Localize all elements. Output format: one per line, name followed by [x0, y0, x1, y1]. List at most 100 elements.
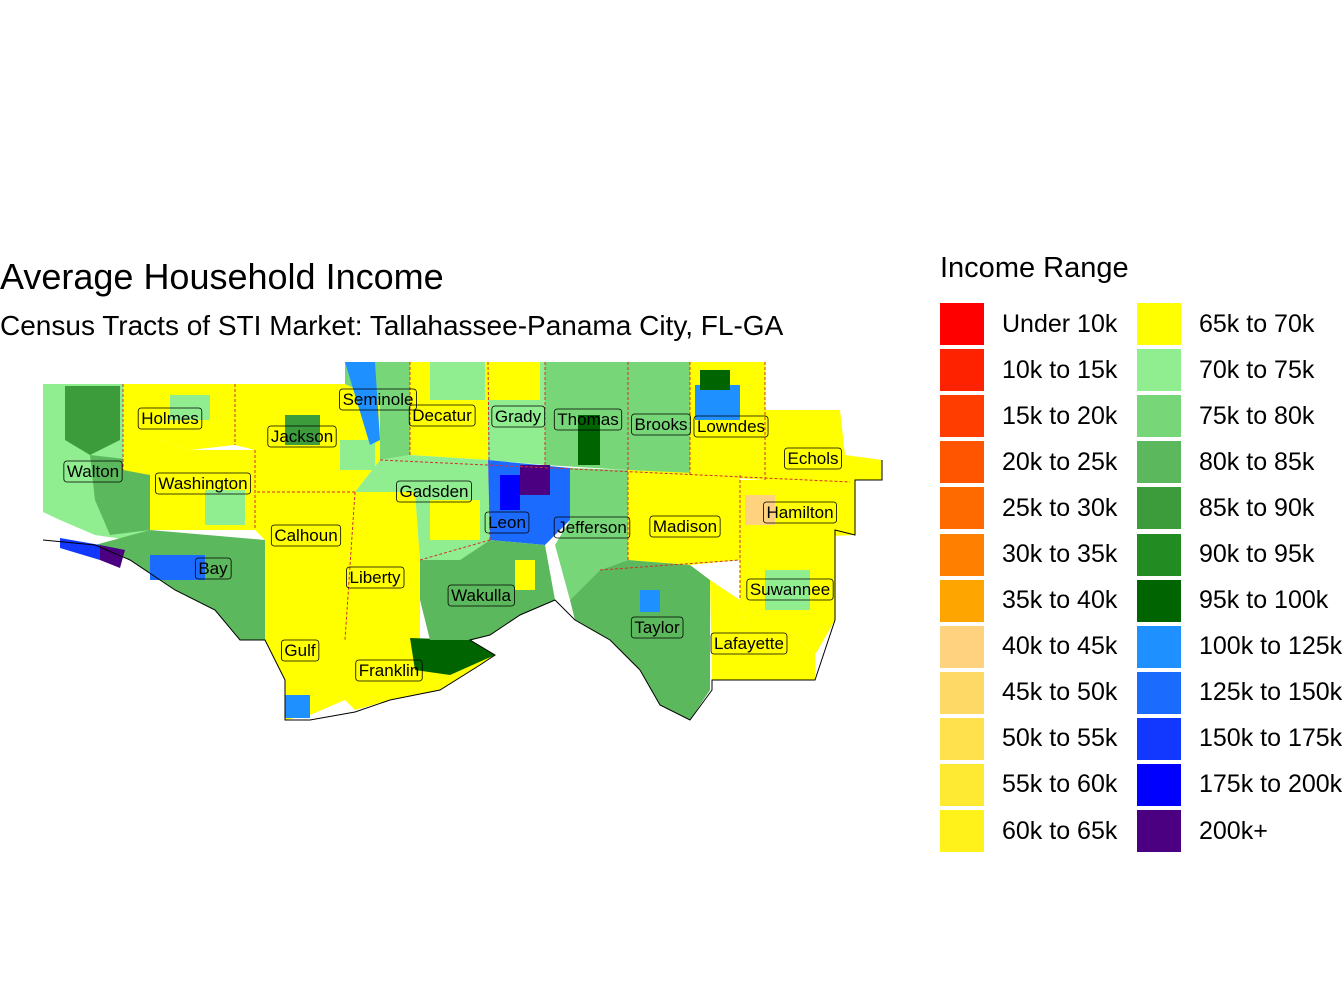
county-label-text: Franklin — [359, 661, 419, 680]
legend-item: 65k to 70k — [1137, 301, 1342, 347]
tract-jackson-b — [340, 440, 375, 470]
tract-walton-b — [90, 455, 150, 535]
legend-label: 75k to 80k — [1199, 401, 1315, 430]
county-label: Madison — [649, 515, 721, 538]
county-label-box — [630, 616, 684, 639]
county-label-text: Hamilton — [766, 503, 833, 522]
county-label: Seminole — [339, 388, 417, 411]
county-label: Hamilton — [763, 501, 837, 524]
county-label: Jefferson — [553, 516, 631, 539]
county-label-box — [339, 388, 417, 411]
county-label-box — [281, 639, 320, 662]
legend-swatch — [940, 395, 984, 438]
county-label: Suwannee — [746, 578, 834, 601]
county-label-box — [355, 659, 423, 682]
tract-gulf-a — [285, 695, 310, 718]
legend-swatch — [1137, 349, 1181, 392]
legend-label: 95k to 100k — [1199, 586, 1329, 615]
legend-item: 30k to 35k — [940, 531, 1117, 577]
region-calhoun — [255, 492, 355, 590]
county-label: Thomas — [553, 408, 623, 431]
county-label: Gulf — [281, 639, 320, 662]
tract-leon-b — [500, 475, 520, 510]
county-borders — [122, 361, 851, 641]
legend-swatch — [940, 533, 984, 576]
legend-swatch — [940, 625, 984, 668]
legend-item: 95k to 100k — [1137, 578, 1342, 624]
region-taylor — [570, 560, 710, 720]
county-label: Calhoun — [270, 524, 342, 547]
legend-item: 55k to 60k — [940, 762, 1117, 808]
county-label-text: Lafayette — [714, 634, 784, 653]
county-label-text: Liberty — [349, 568, 401, 587]
legend-swatch — [940, 441, 984, 484]
county-label: Brooks — [631, 413, 691, 436]
county-label-text: Suwannee — [750, 580, 830, 599]
legend-label: 100k to 125k — [1199, 632, 1343, 661]
county-label-text: Bay — [198, 559, 228, 578]
legend-item: 40k to 45k — [940, 624, 1117, 670]
coastline — [42, 460, 883, 721]
county-label: Wakulla — [447, 584, 515, 607]
legend-swatch — [1137, 763, 1181, 806]
region-echols — [765, 410, 882, 480]
county-label-text: Echols — [787, 449, 838, 468]
county-label-box — [484, 511, 530, 534]
tract-franklin-a — [410, 638, 495, 675]
county-label: Lowndes — [693, 415, 769, 438]
legend-item: 175k to 200k — [1137, 762, 1342, 808]
legend-label: 15k to 20k — [1002, 401, 1118, 430]
county-label-text: Washington — [158, 474, 247, 493]
legend-item: 15k to 20k — [940, 393, 1117, 439]
legend-swatch — [940, 349, 984, 392]
tract-lowndes-b — [700, 370, 730, 390]
county-label-text: Calhoun — [274, 526, 337, 545]
county-label-text: Taylor — [634, 618, 680, 637]
tract-decatur-a — [430, 362, 485, 400]
legend-column-left: Under 10k 10k to 15k 15k to 20k 20k to 25k 2… — [940, 301, 1117, 854]
county-regions — [43, 362, 882, 720]
county-label-box — [784, 447, 842, 470]
legend-item: 90k to 95k — [1137, 531, 1342, 577]
county-label-box — [553, 408, 623, 431]
legend-label: 20k to 25k — [1002, 447, 1118, 476]
region-bay — [95, 530, 265, 640]
legend-item: 150k to 175k — [1137, 716, 1342, 762]
legend-label: 55k to 60k — [1002, 770, 1118, 799]
tract-gadsden-a — [430, 500, 480, 540]
county-label-box — [346, 566, 405, 589]
legend-label: 85k to 90k — [1199, 493, 1315, 522]
tract-seminole-a — [345, 362, 380, 445]
legend-label: 60k to 65k — [1002, 816, 1118, 845]
tract-leon-a — [520, 465, 550, 495]
county-label-text: Decatur — [412, 406, 472, 425]
region-lafayette — [710, 580, 815, 680]
tract-thomas-a — [578, 415, 600, 465]
legend-item: 25k to 30k — [940, 485, 1117, 531]
legend-swatch — [940, 303, 984, 346]
legend-item: 200k+ — [1137, 808, 1342, 854]
county-label: Bay — [194, 557, 232, 580]
tract-grady-a — [488, 362, 540, 400]
county-label: Echols — [784, 447, 842, 470]
county-label-text: Lowndes — [697, 417, 765, 436]
legend-label: 40k to 45k — [1002, 632, 1118, 661]
legend-item: 60k to 65k — [940, 808, 1117, 854]
county-label-box — [408, 404, 476, 427]
tract-bay-a — [150, 555, 205, 580]
legend-label: 65k to 70k — [1199, 309, 1315, 338]
county-label-text: Jefferson — [557, 518, 627, 537]
legend-swatch — [1137, 717, 1181, 760]
county-label: Holmes — [137, 407, 203, 430]
legend-swatch — [1137, 303, 1181, 346]
legend-label: 175k to 200k — [1199, 770, 1343, 799]
legend-label: 30k to 35k — [1002, 540, 1118, 569]
legend-swatch — [940, 487, 984, 530]
legend-item: 125k to 150k — [1137, 670, 1342, 716]
legend-label: 35k to 40k — [1002, 586, 1118, 615]
county-label-text: Walton — [67, 462, 119, 481]
legend-swatch — [940, 579, 984, 622]
legend-title: Income Range — [940, 252, 1129, 284]
legend-swatch — [1137, 671, 1181, 714]
